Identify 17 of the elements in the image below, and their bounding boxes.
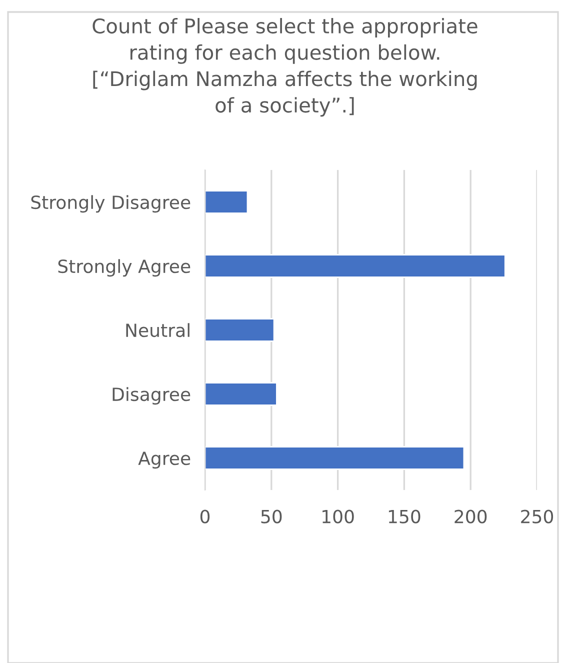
y-tick-label: Strongly Agree xyxy=(58,259,190,277)
x-tick-label: 100 xyxy=(322,510,354,524)
bar xyxy=(205,190,248,214)
x-tick-label: 150 xyxy=(388,510,420,524)
y-tick-label: Strongly Disagree xyxy=(31,195,190,213)
bar xyxy=(205,382,278,406)
y-tick-label: Disagree xyxy=(112,387,190,405)
y-tick-label: Neutral xyxy=(126,323,190,338)
x-tick-label: 250 xyxy=(521,510,554,524)
bar xyxy=(205,446,465,470)
y-tick-label: Agree xyxy=(138,452,190,469)
x-tick-label: 50 xyxy=(261,510,282,524)
x-tick-label: 0 xyxy=(200,510,210,524)
bar xyxy=(205,254,506,278)
x-tick-label: 200 xyxy=(454,510,487,524)
chart-title: Count of Please select the appropriate rating for each question below. [“Driglam Namzha affects the working of a society”.] xyxy=(92,18,478,117)
bar xyxy=(205,318,275,342)
